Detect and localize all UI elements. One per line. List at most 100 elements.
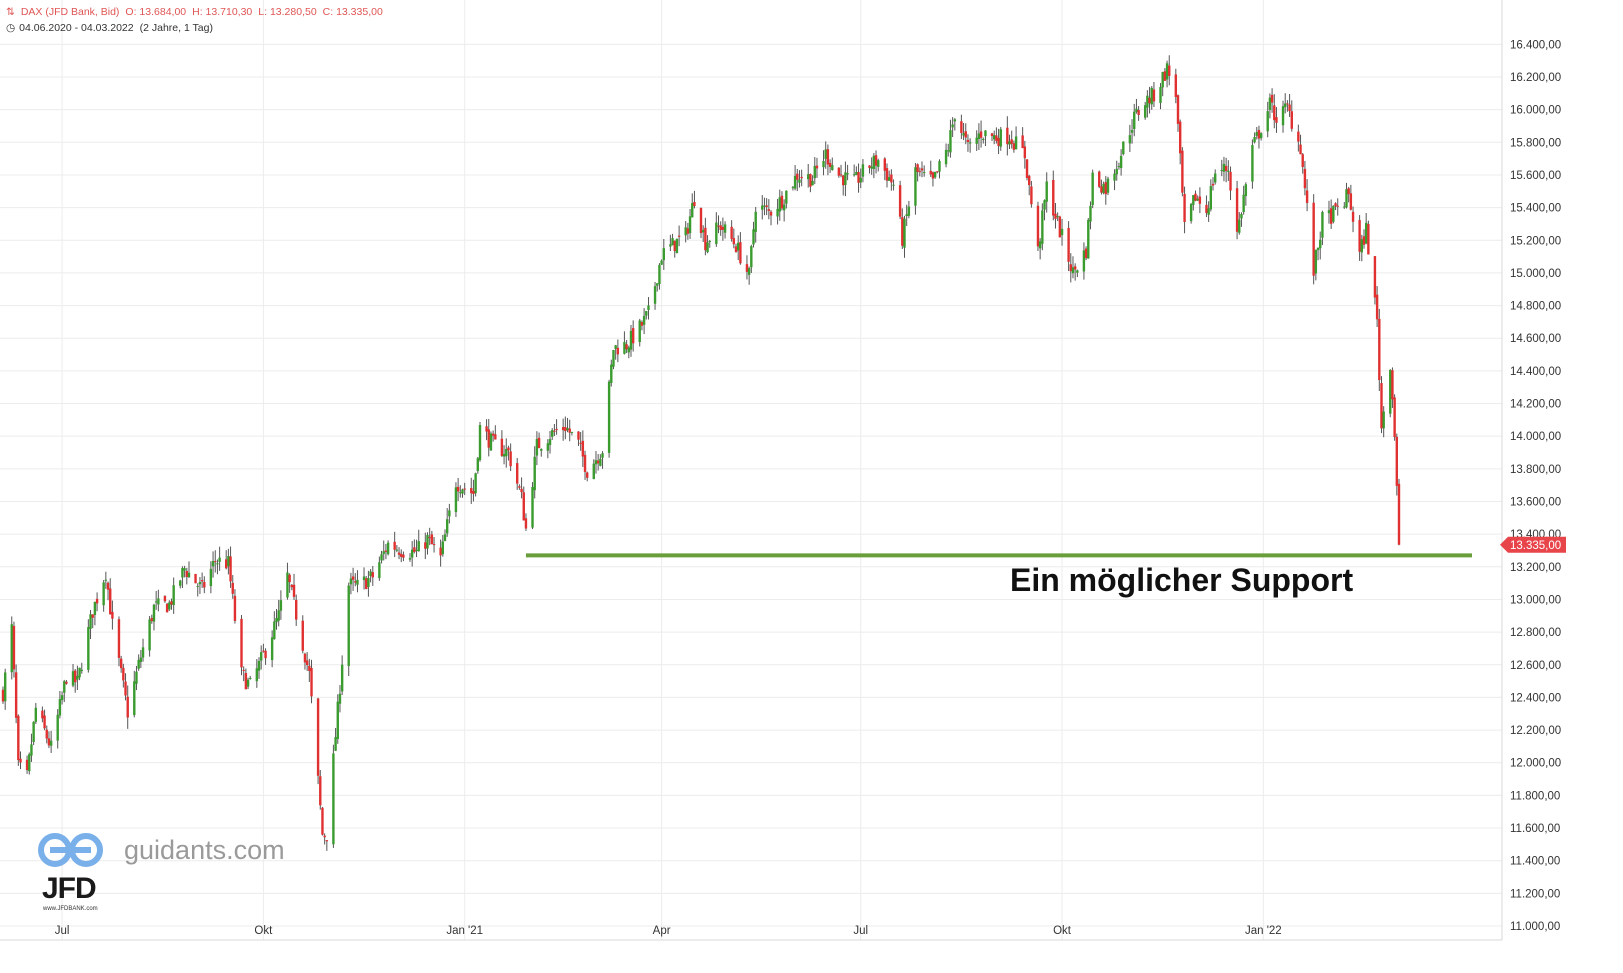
candle-body — [310, 667, 313, 697]
candle-body — [903, 218, 906, 248]
candle-body — [500, 438, 504, 456]
candle-body — [74, 670, 77, 683]
candle-body — [1194, 193, 1197, 201]
candle-body — [553, 430, 556, 432]
candle-body — [1257, 129, 1261, 139]
candle-body — [1391, 370, 1394, 400]
candle-body — [1321, 211, 1324, 238]
candle-body — [594, 460, 598, 465]
candle-body — [1251, 145, 1254, 182]
candle-body — [623, 342, 626, 354]
candle-body — [1347, 188, 1350, 195]
candle-body — [292, 584, 296, 597]
candle-body — [688, 216, 692, 234]
candle-body — [1106, 178, 1110, 193]
candle-body — [428, 537, 431, 539]
last-price-label: 13.335,00 — [1510, 540, 1561, 552]
candle-body — [30, 744, 33, 756]
candle-body — [933, 171, 937, 178]
candle-body — [1211, 183, 1215, 186]
candle-body — [371, 572, 374, 578]
candle-body — [295, 599, 298, 620]
candle-body — [1014, 136, 1018, 150]
candle-body — [1165, 63, 1169, 80]
candle-body — [647, 305, 650, 310]
candle-body — [56, 714, 59, 741]
candle-body — [1220, 170, 1223, 172]
candle-body — [1073, 266, 1077, 270]
candle-body — [124, 681, 127, 696]
candle-body — [47, 738, 51, 746]
candle-body — [975, 137, 978, 144]
candle-body — [734, 246, 738, 253]
candle-body — [259, 652, 263, 661]
candle-body — [45, 729, 48, 739]
candle-body — [187, 572, 191, 578]
candle-body — [1178, 121, 1182, 154]
high-value: H: 13.710,30 — [192, 6, 253, 18]
candle-body — [1238, 219, 1241, 233]
candle-body — [625, 344, 628, 350]
candle-body — [443, 534, 447, 542]
candle-body — [616, 347, 620, 355]
candle-body — [811, 180, 814, 186]
candle-body — [478, 425, 482, 461]
candle-body — [721, 226, 725, 230]
candle-body — [782, 204, 786, 211]
candle-body — [673, 240, 676, 252]
candle-body — [119, 658, 123, 669]
last-price-marker: 13.335,00 — [1500, 536, 1566, 553]
candle-body — [966, 139, 970, 143]
candle-body — [491, 433, 495, 436]
candle-body — [365, 578, 368, 590]
candle-body — [1270, 94, 1274, 103]
candle-body — [1122, 141, 1125, 155]
candle-body — [240, 618, 243, 668]
date-range-info: ◷ 04.06.2020 - 04.03.2022 (2 Jahre, 1 Tag) — [6, 21, 219, 35]
candle-body — [459, 492, 462, 494]
candle-body — [898, 185, 902, 217]
candle-body — [752, 229, 755, 245]
candle-body — [704, 227, 707, 251]
candle-body — [60, 695, 64, 701]
candle-body — [32, 721, 35, 742]
candle-body — [1192, 195, 1195, 205]
candle-body — [1380, 383, 1383, 429]
candle-body — [117, 619, 121, 658]
candle-body — [964, 131, 967, 138]
candle-body — [203, 581, 206, 588]
candle-body — [516, 463, 519, 484]
candle-body — [378, 562, 381, 579]
candle-body — [356, 579, 359, 585]
candle-body — [170, 601, 173, 605]
candle-body — [1242, 194, 1245, 213]
y-tick-label: 15.800,00 — [1510, 137, 1561, 149]
candle-body — [717, 225, 720, 227]
candle-body — [463, 488, 466, 490]
candle-body — [1135, 108, 1138, 112]
open-value: O: 13.684,00 — [125, 6, 187, 18]
low-value: L: 13.280,50 — [258, 6, 317, 18]
y-tick-label: 12.600,00 — [1510, 660, 1561, 672]
candle-body — [1367, 223, 1370, 255]
candle-body — [1284, 103, 1287, 108]
candle-body — [185, 571, 188, 578]
candle-body — [255, 668, 259, 682]
candle-body — [730, 226, 733, 239]
candle-body — [793, 175, 797, 189]
y-tick-label: 11.400,00 — [1510, 856, 1560, 868]
candle-body — [520, 488, 523, 493]
candle-body — [367, 578, 370, 587]
y-tick-label: 13.000,00 — [1510, 594, 1561, 606]
candle-body — [918, 171, 922, 173]
candle-body — [1161, 71, 1164, 88]
candle-body — [739, 242, 742, 264]
candle-body — [384, 550, 388, 552]
candle-body — [347, 585, 350, 667]
candle-body — [1378, 318, 1381, 381]
jfd-logo: JFD — [42, 872, 97, 905]
candle-body — [275, 618, 278, 623]
candle-body — [1214, 173, 1217, 183]
candle-body — [41, 710, 44, 719]
